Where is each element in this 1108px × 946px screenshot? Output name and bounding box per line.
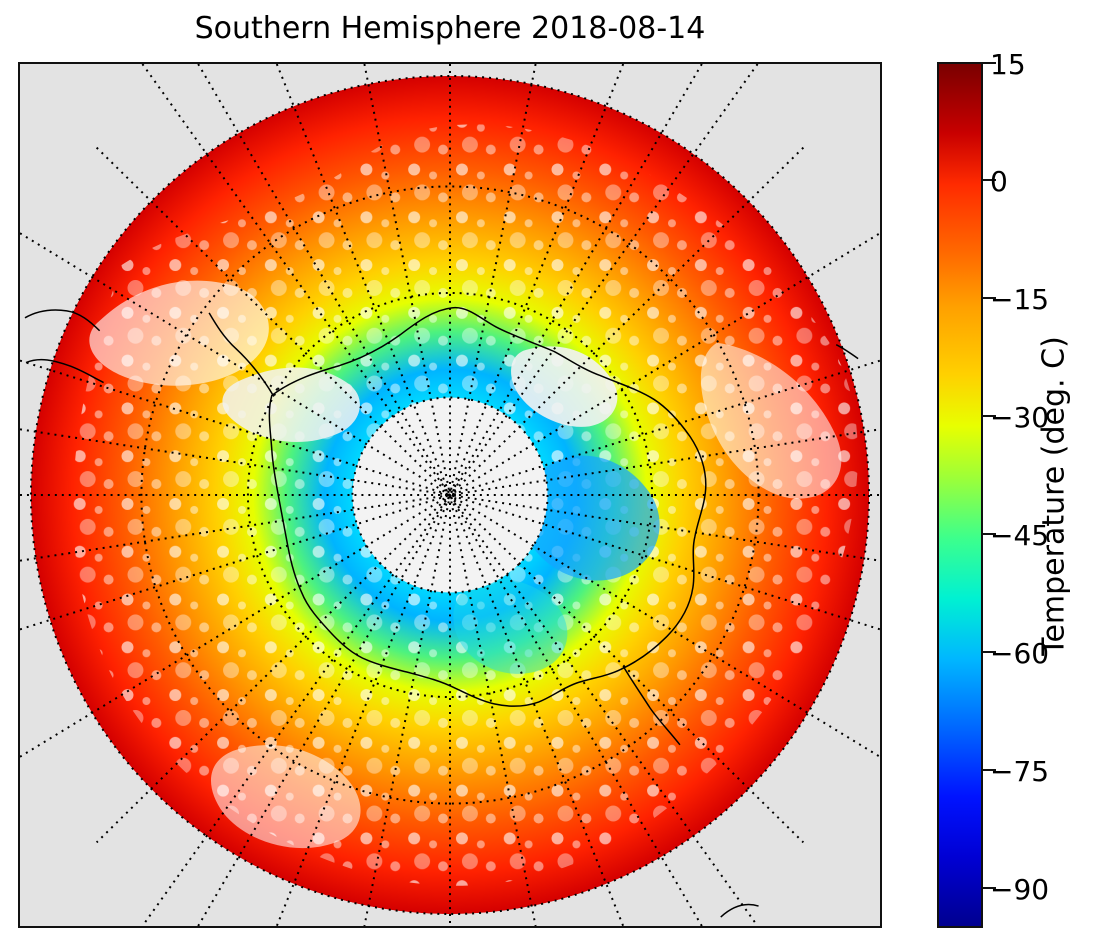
colorbar-label-neg15: −15 [990,283,1050,316]
colorbar-tick-neg60 [982,651,996,653]
colorbar-label-0: 0 [990,165,1008,198]
colorbar-label-neg60: −60 [990,637,1050,670]
graticule [20,64,880,926]
colorbar-tick-neg45 [982,533,996,535]
colorbar-tick-15 [982,62,996,64]
colorbar-label-15: 15 [990,48,1026,81]
map-panel [18,62,882,928]
figure-title: Southern Hemisphere 2018-08-14 [194,11,706,46]
colorbar-label-neg90: −90 [990,873,1050,906]
colorbar-tick-neg75 [982,769,996,771]
colorbar-label-neg30: −30 [990,401,1050,434]
colorbar-tick-neg90 [982,887,996,889]
colorbar-label-neg45: −45 [990,519,1050,552]
colorbar-tick-neg15 [982,297,996,299]
polar-map-svg [20,64,880,926]
colorbar [937,62,983,928]
coastline [24,307,859,918]
colorbar-title: Temperature (deg. C) [1036,336,1072,656]
colorbar-tick-neg30 [982,415,996,417]
colorbar-label-neg75: −75 [990,755,1050,788]
colorbar-tick-0 [982,179,996,181]
